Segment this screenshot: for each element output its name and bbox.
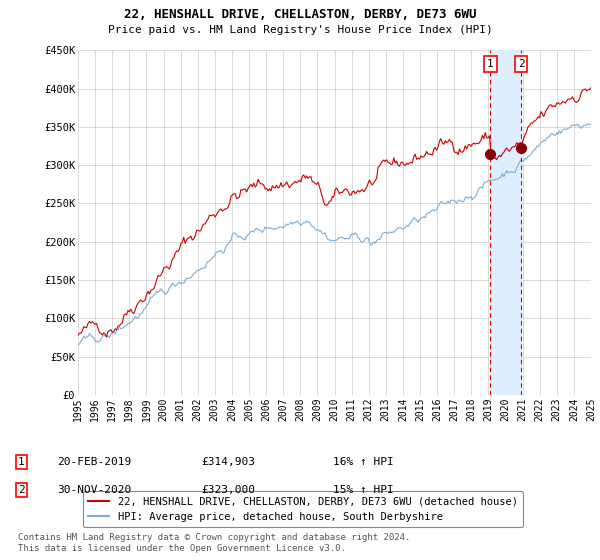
Bar — [490, 50, 521, 395]
Text: Price paid vs. HM Land Registry's House Price Index (HPI): Price paid vs. HM Land Registry's House … — [107, 25, 493, 35]
Text: Contains HM Land Registry data © Crown copyright and database right 2024.
This d: Contains HM Land Registry data © Crown c… — [18, 533, 410, 553]
Text: 22, HENSHALL DRIVE, CHELLASTON, DERBY, DE73 6WU: 22, HENSHALL DRIVE, CHELLASTON, DERBY, D… — [124, 8, 476, 21]
Text: 2: 2 — [518, 59, 524, 69]
Text: 16% ↑ HPI: 16% ↑ HPI — [333, 457, 394, 467]
Text: 30-NOV-2020: 30-NOV-2020 — [57, 485, 131, 495]
Text: 2: 2 — [18, 485, 25, 495]
Legend: 22, HENSHALL DRIVE, CHELLASTON, DERBY, DE73 6WU (detached house), HPI: Average p: 22, HENSHALL DRIVE, CHELLASTON, DERBY, D… — [83, 491, 523, 527]
Text: 1: 1 — [18, 457, 25, 467]
Text: £314,903: £314,903 — [201, 457, 255, 467]
Text: 20-FEB-2019: 20-FEB-2019 — [57, 457, 131, 467]
Text: 1: 1 — [487, 59, 494, 69]
Text: £323,000: £323,000 — [201, 485, 255, 495]
Text: 15% ↑ HPI: 15% ↑ HPI — [333, 485, 394, 495]
